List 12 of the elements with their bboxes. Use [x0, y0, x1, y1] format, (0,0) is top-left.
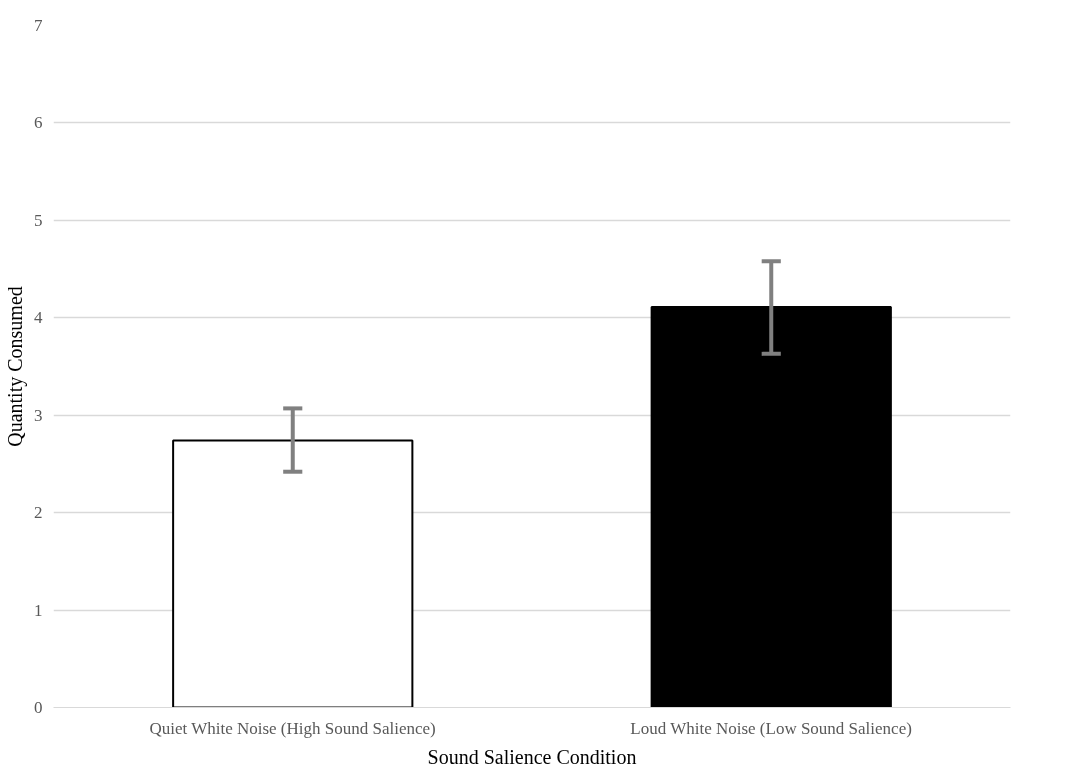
- x-tick-label: Loud White Noise (Low Sound Salience): [630, 718, 912, 738]
- y-tick-label: 1: [34, 600, 43, 620]
- y-tick-label: 6: [34, 113, 43, 133]
- y-axis-title: Quantity Consumed: [4, 286, 27, 447]
- x-axis-title: Sound Salience Condition: [427, 745, 637, 768]
- y-tick-label: 3: [34, 405, 43, 425]
- y-tick-label: 4: [34, 308, 43, 328]
- y-tick-label: 0: [34, 698, 43, 717]
- y-tick-label: 7: [34, 16, 43, 35]
- x-tick-label: Quiet White Noise (High Sound Salience): [149, 718, 436, 738]
- y-tick-label: 2: [34, 503, 43, 523]
- y-tick-label: 5: [34, 210, 43, 230]
